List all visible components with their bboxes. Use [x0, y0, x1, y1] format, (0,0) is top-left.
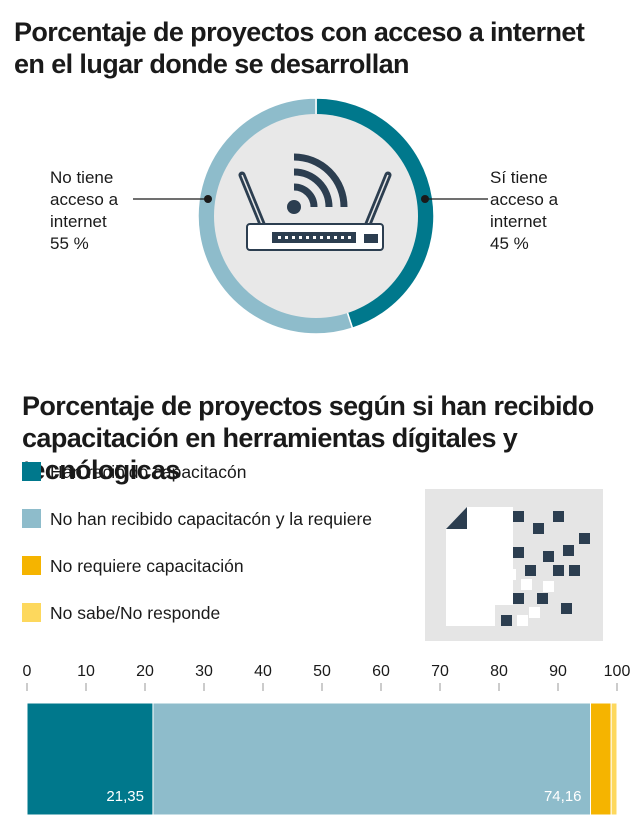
legend-swatch-no-answer [22, 603, 41, 622]
x-tick-label: 100 [604, 663, 631, 680]
legend-label-no-answer: No sabe/No responde [50, 603, 221, 623]
has-access-leader-dot [421, 195, 429, 203]
has-access-value: 45 % [490, 234, 529, 253]
bar-segment-1 [152, 702, 592, 816]
has-access-label: Sí tiene acceso a internet 45 % [490, 167, 558, 255]
legend-label-not-required: No requiere capacitación [50, 556, 244, 576]
legend-swatch-not-required [22, 556, 41, 575]
bar-chart-title: Porcentaje de proyectos según si han rec… [22, 391, 594, 485]
x-tick-label: 30 [195, 663, 213, 680]
donut-chart [133, 97, 488, 335]
legend-label-trained: Han recibido capacitacón [50, 462, 247, 482]
wifi-router-icon [238, 153, 392, 251]
legend-label-not-trained-requires: No han recibido capacitacón y la requier… [50, 509, 372, 529]
bar-value-label-0: 21,35 [106, 788, 144, 805]
no-access-label: No tiene acceso a internet 55 % [50, 167, 118, 255]
no-access-line-3: internet [50, 212, 107, 231]
x-tick-label: 10 [77, 663, 95, 680]
has-access-line-3: internet [490, 212, 547, 231]
no-access-value: 55 % [50, 234, 89, 253]
has-access-line-1: Sí tiene [490, 168, 548, 187]
donut-center [214, 114, 418, 318]
x-tick-label: 90 [549, 663, 567, 680]
no-access-leader-dot [204, 195, 212, 203]
stacked-bar-chart: 0 10 20 30 40 50 60 70 80 90 100 [23, 663, 631, 816]
x-tick-label: 20 [136, 663, 154, 680]
legend-swatch-trained [22, 462, 41, 481]
has-access-line-2: acceso a [490, 190, 559, 209]
bar-value-label-1: 74,16 [543, 788, 582, 805]
no-access-line-2: acceso a [50, 190, 119, 209]
x-tick-label: 50 [313, 663, 331, 680]
bar-segment-0 [26, 702, 154, 816]
x-tick-label: 60 [372, 663, 390, 680]
legend-swatch-not-trained-requires [22, 509, 41, 528]
bar-segment-3 [610, 702, 618, 816]
x-tick-label: 80 [490, 663, 508, 680]
no-access-line-1: No tiene [50, 168, 114, 187]
x-tick-label: 40 [254, 663, 272, 680]
bar-segment-2 [590, 702, 612, 816]
digital-document-icon [425, 489, 603, 641]
x-tick-label: 70 [431, 663, 449, 680]
donut-chart-title: Porcentaje de proyectos con acceso a int… [14, 17, 585, 79]
x-tick-label: 0 [23, 663, 32, 680]
